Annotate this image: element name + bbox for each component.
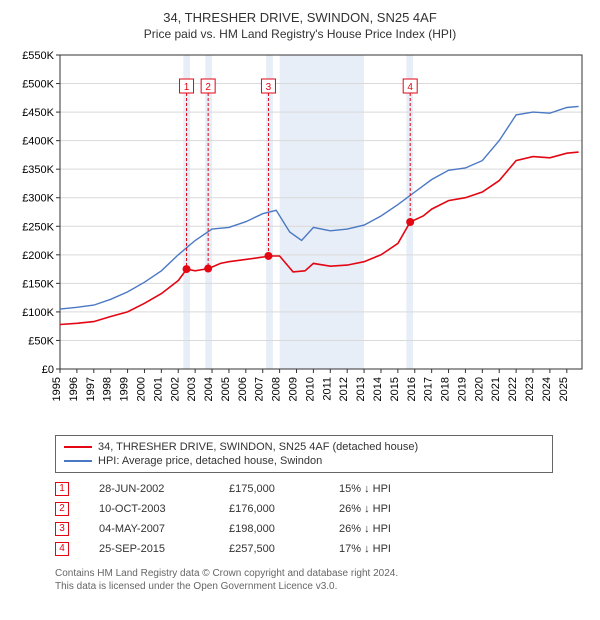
- y-tick-label: £50K: [28, 335, 54, 347]
- x-tick-label: 2018: [440, 377, 452, 401]
- x-tick-label: 1996: [68, 377, 80, 401]
- sale-price: £175,000: [229, 483, 339, 495]
- legend-label: HPI: Average price, detached house, Swin…: [98, 455, 322, 467]
- price-chart: £0 £50K £100K £150K £200K £250K £300K £350K £400…: [10, 49, 590, 429]
- chart-svg: £0 £50K £100K £150K £200K £250K £300K £350K £400…: [10, 49, 590, 429]
- chart-band: [183, 55, 190, 369]
- sale-marker-num: 3: [266, 82, 272, 93]
- legend-swatch: [64, 446, 92, 448]
- sale-marker-dot: [264, 252, 272, 260]
- sale-vs-hpi: 17% ↓ HPI: [339, 543, 459, 555]
- sale-row: 1 28-JUN-2002£175,00015% ↓ HPI: [55, 479, 535, 499]
- y-tick-label: £250K: [22, 221, 54, 233]
- sale-date: 04-MAY-2007: [99, 523, 229, 535]
- sale-marker-num: 1: [184, 82, 190, 93]
- footnote-line: Contains HM Land Registry data © Crown c…: [55, 567, 590, 580]
- sale-marker-num: 2: [205, 82, 211, 93]
- sales-table: 1 28-JUN-2002£175,00015% ↓ HPI 2 10-OCT-200…: [55, 479, 535, 559]
- y-tick-label: £550K: [22, 50, 54, 62]
- chart-band: [205, 55, 212, 369]
- x-tick-label: 2004: [203, 377, 215, 401]
- x-tick-label: 2006: [237, 377, 249, 401]
- x-tick-label: 2007: [254, 377, 266, 401]
- y-tick-label: £0: [42, 364, 54, 376]
- sale-marker-ref: 3: [55, 522, 69, 536]
- x-tick-label: 2023: [524, 377, 536, 401]
- x-tick-label: 2001: [152, 377, 164, 401]
- legend: 34, THRESHER DRIVE, SWINDON, SN25 4AF (d…: [55, 435, 553, 473]
- sale-marker-dot: [183, 265, 191, 273]
- sale-date: 28-JUN-2002: [99, 483, 229, 495]
- sale-row: 4 25-SEP-2015£257,50017% ↓ HPI: [55, 539, 535, 559]
- x-tick-label: 2008: [271, 377, 283, 401]
- legend-item: 34, THRESHER DRIVE, SWINDON, SN25 4AF (d…: [64, 440, 544, 454]
- sale-row: 2 10-OCT-2003£176,00026% ↓ HPI: [55, 499, 535, 519]
- x-tick-label: 2010: [304, 377, 316, 401]
- sale-price: £198,000: [229, 523, 339, 535]
- sale-marker-num: 4: [407, 82, 413, 93]
- sale-row: 3 04-MAY-2007£198,00026% ↓ HPI: [55, 519, 535, 539]
- chart-band: [280, 55, 364, 369]
- sale-vs-hpi: 26% ↓ HPI: [339, 523, 459, 535]
- sale-marker-dot: [406, 218, 414, 226]
- x-tick-label: 1998: [102, 377, 114, 401]
- x-tick-label: 2024: [541, 377, 553, 401]
- page-title: 34, THRESHER DRIVE, SWINDON, SN25 4AF: [10, 10, 590, 27]
- x-tick-label: 2012: [338, 377, 350, 401]
- x-tick-label: 2013: [355, 377, 367, 401]
- sale-price: £257,500: [229, 543, 339, 555]
- x-tick-label: 2019: [456, 377, 468, 401]
- y-tick-label: £300K: [22, 193, 54, 205]
- x-tick-label: 2015: [389, 377, 401, 401]
- x-tick-label: 2003: [186, 377, 198, 401]
- sale-marker-ref: 2: [55, 502, 69, 516]
- y-tick-label: £400K: [22, 136, 54, 148]
- legend-swatch: [64, 460, 92, 462]
- x-tick-label: 1997: [85, 377, 97, 401]
- y-tick-label: £450K: [22, 107, 54, 119]
- sale-vs-hpi: 26% ↓ HPI: [339, 503, 459, 515]
- x-tick-label: 2017: [423, 377, 435, 401]
- sale-price: £176,000: [229, 503, 339, 515]
- sale-marker-dot: [204, 264, 212, 272]
- x-tick-label: 2021: [490, 377, 502, 401]
- footnote: Contains HM Land Registry data © Crown c…: [55, 567, 590, 593]
- x-tick-label: 1995: [51, 377, 63, 401]
- footnote-line: This data is licensed under the Open Gov…: [55, 580, 590, 593]
- sale-vs-hpi: 15% ↓ HPI: [339, 483, 459, 495]
- x-tick-label: 2005: [220, 377, 232, 401]
- x-tick-label: 2009: [288, 377, 300, 401]
- x-tick-label: 2011: [321, 377, 333, 401]
- legend-item: HPI: Average price, detached house, Swin…: [64, 454, 544, 468]
- y-tick-label: £350K: [22, 164, 54, 176]
- y-tick-label: £100K: [22, 307, 54, 319]
- x-tick-label: 2022: [507, 377, 519, 401]
- legend-label: 34, THRESHER DRIVE, SWINDON, SN25 4AF (d…: [98, 441, 418, 453]
- page-subtitle: Price paid vs. HM Land Registry's House …: [10, 27, 590, 41]
- x-tick-label: 1999: [119, 377, 131, 401]
- chart-band: [406, 55, 413, 369]
- x-tick-label: 2002: [169, 377, 181, 401]
- sale-date: 25-SEP-2015: [99, 543, 229, 555]
- sale-marker-ref: 1: [55, 482, 69, 496]
- y-tick-label: £150K: [22, 278, 54, 290]
- y-tick-label: £200K: [22, 250, 54, 262]
- sale-marker-ref: 4: [55, 542, 69, 556]
- y-tick-label: £500K: [22, 78, 54, 90]
- x-tick-label: 2014: [372, 377, 384, 401]
- x-tick-label: 2000: [135, 377, 147, 401]
- x-tick-label: 2020: [473, 377, 485, 401]
- sale-date: 10-OCT-2003: [99, 503, 229, 515]
- x-tick-label: 2025: [558, 377, 570, 401]
- x-tick-label: 2016: [406, 377, 418, 401]
